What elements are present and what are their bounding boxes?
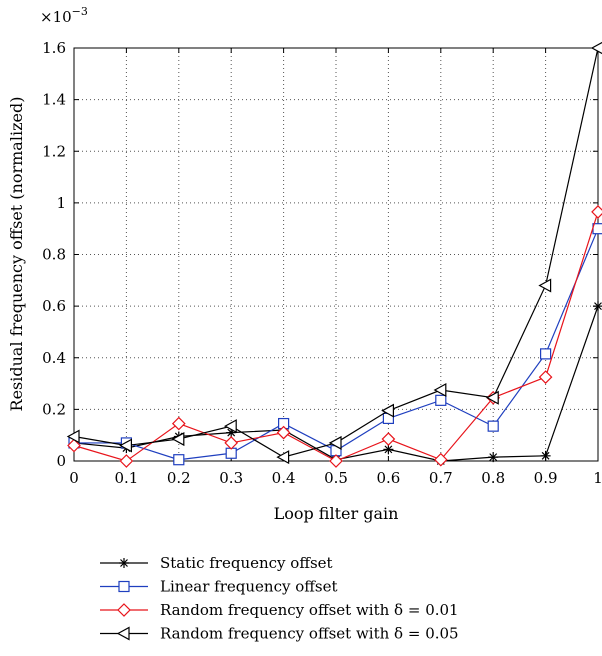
data-point: [590, 41, 602, 55]
y-tick-label: 0.8: [42, 246, 66, 264]
x-tick-label: 0.3: [219, 469, 243, 487]
data-point: [488, 452, 499, 463]
data-point: [433, 383, 447, 398]
legend-item: Random frequency offset with δ = 0.05: [100, 625, 459, 643]
data-point: [276, 425, 291, 440]
data-point: [67, 438, 81, 453]
data-point: [485, 390, 499, 405]
series-random-frequency-offset-with-0-01: [67, 205, 602, 468]
data-point: [173, 454, 185, 466]
y-tick-label: 1: [56, 194, 66, 212]
data-point: [487, 420, 499, 432]
y-tick-label: 1.4: [42, 91, 66, 109]
data-point: [433, 452, 448, 467]
y-tick-label: 0.4: [42, 349, 66, 367]
data-point: [540, 450, 551, 461]
data-point: [593, 301, 602, 312]
data-point: [383, 444, 394, 455]
x-tick-label: 0.7: [429, 469, 453, 487]
y-tick-label: 1.2: [42, 142, 66, 160]
x-tick-label: 0.1: [114, 469, 138, 487]
data-point: [223, 419, 237, 434]
data-point: [538, 278, 552, 293]
x-tick-label: 1: [593, 469, 602, 487]
y-multiplier-label: ×10−3: [40, 5, 88, 26]
legend-label: Random frequency offset with δ = 0.01: [160, 601, 459, 619]
legend-item: Linear frequency offset: [100, 578, 338, 596]
legend-item: Static frequency offset: [100, 554, 333, 572]
legend-marker: [119, 558, 129, 568]
y-axis-label: Residual frequency offset (normalized): [7, 97, 26, 412]
data-point: [171, 416, 186, 431]
y-tick-label: 0: [56, 452, 66, 470]
data-point: [119, 438, 132, 453]
x-tick-label: 0.2: [167, 469, 191, 487]
x-tick-label: 0.4: [272, 469, 296, 487]
series-random-frequency-offset-with-0-05: [66, 41, 602, 465]
data-point: [66, 429, 80, 444]
plot-frame: [73, 47, 599, 462]
legend-label: Random frequency offset with δ = 0.05: [160, 625, 459, 643]
data-point: [329, 454, 343, 468]
data-point: [171, 432, 185, 447]
x-tick-label: 0.5: [324, 469, 348, 487]
legend-item: Random frequency offset with δ = 0.01: [100, 601, 459, 619]
x-tick-label: 0.6: [376, 469, 400, 487]
legend-marker: [117, 603, 131, 617]
legend-label: Static frequency offset: [160, 554, 333, 572]
data-point: [435, 394, 447, 406]
x-tick-label: 0: [69, 469, 79, 487]
series-line: [73, 305, 599, 462]
data-point: [538, 370, 553, 384]
data-point: [119, 454, 134, 468]
series-layer: [66, 41, 602, 468]
grid-lines: [74, 48, 598, 461]
data-point: [539, 348, 552, 360]
data-point: [381, 432, 396, 446]
legend-marker: [118, 580, 130, 593]
legend-label: Linear frequency offset: [160, 578, 338, 596]
y-tick-label: 0.6: [42, 297, 66, 315]
legend: Static frequency offset Linear frequency …: [100, 554, 459, 643]
y-tick-label: 1.6: [42, 39, 66, 57]
data-point: [224, 436, 239, 450]
axis-ticks: 0 0.1 0.2 0.3 0.4 0.5 0.6 0.7 0.8 0.9 1 0 0.2 0.4 0.6 0…: [42, 39, 602, 487]
data-point: [328, 435, 342, 450]
data-point: [591, 205, 602, 219]
legend-marker: [116, 626, 130, 641]
x-axis-label: Loop filter gain: [274, 504, 399, 523]
data-point: [276, 450, 290, 465]
x-tick-label: 0.8: [481, 469, 505, 487]
x-tick-label: 0.9: [534, 469, 558, 487]
y-tick-label: 0.2: [42, 400, 66, 418]
data-point: [381, 403, 394, 418]
